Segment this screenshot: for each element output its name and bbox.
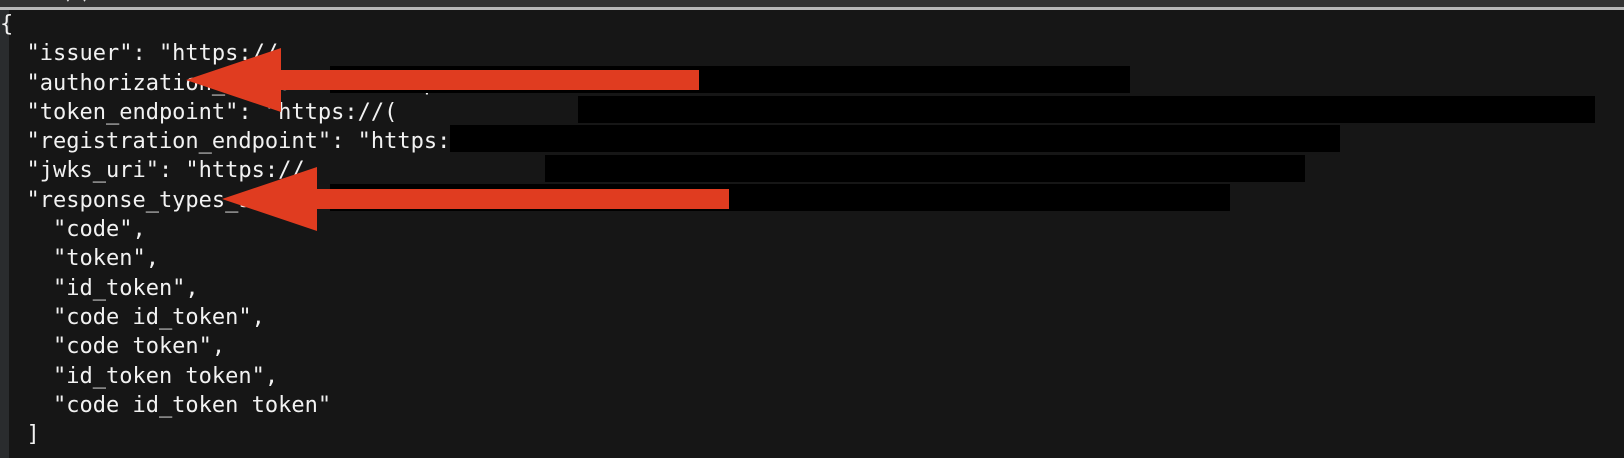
line-rt-code-id-token-token: "code id_token token" <box>0 391 1624 420</box>
line-open-brace: { <box>0 10 1624 39</box>
toolbar-divider <box>0 7 1624 10</box>
window-toolbar[interactable]: ⌄ ⌄ <box>0 0 1624 7</box>
line-registration-endpoint-text: "registration_endpoint": "https:/ <box>0 129 464 155</box>
line-rt-id-token: "id_token", <box>0 274 1624 303</box>
line-rt-code-text: "code", <box>0 217 146 243</box>
json-code-viewer[interactable]: { "issuer": "https:// "authorization_end… <box>0 10 1624 458</box>
line-rt-code-id-token-token-text: "code id_token token" <box>0 392 332 418</box>
toolbar-truncated-label: ⌄ ⌄ <box>64 0 89 4</box>
line-rt-code: "code", <box>0 215 1624 244</box>
line-close-bracket: ] <box>0 420 1624 449</box>
line-rt-id-token-token: "id_token token", <box>0 362 1624 391</box>
arrow-issuer <box>186 48 699 112</box>
redaction-authorization-endpoint <box>578 96 1595 123</box>
line-rt-id-token-text: "id_token", <box>0 275 199 301</box>
arrow-issuer-shape <box>186 48 699 112</box>
redaction-token-endpoint <box>450 125 1340 152</box>
line-rt-id-token-token-text: "id_token token", <box>0 363 279 389</box>
line-issuer-text: "issuer": "https:// <box>0 41 279 67</box>
line-token-endpoint: "token_endpoint": "https://( <box>0 98 1624 127</box>
redaction-registration-endpoint <box>545 155 1305 182</box>
line-token-endpoint-text: "token_endpoint": "https://( <box>0 99 398 125</box>
line-rt-code-token-text: "code token", <box>0 334 226 360</box>
line-open-brace-text: { <box>0 12 14 37</box>
line-rt-code-id-token-text: "code id_token", <box>0 304 265 330</box>
line-close-bracket-text: ] <box>0 422 40 448</box>
line-registration-endpoint: "registration_endpoint": "https:/ <box>0 127 1624 156</box>
line-rt-token: "token", <box>0 244 1624 273</box>
line-issuer: "issuer": "https:// <box>0 39 1624 68</box>
arrow-jwks-uri <box>222 167 729 231</box>
editor-gutter <box>0 10 9 458</box>
line-rt-token-text: "token", <box>0 246 159 272</box>
line-rt-code-id-token: "code id_token", <box>0 303 1624 332</box>
line-rt-code-token: "code token", <box>0 332 1624 361</box>
arrow-jwks-uri-shape <box>222 167 729 231</box>
